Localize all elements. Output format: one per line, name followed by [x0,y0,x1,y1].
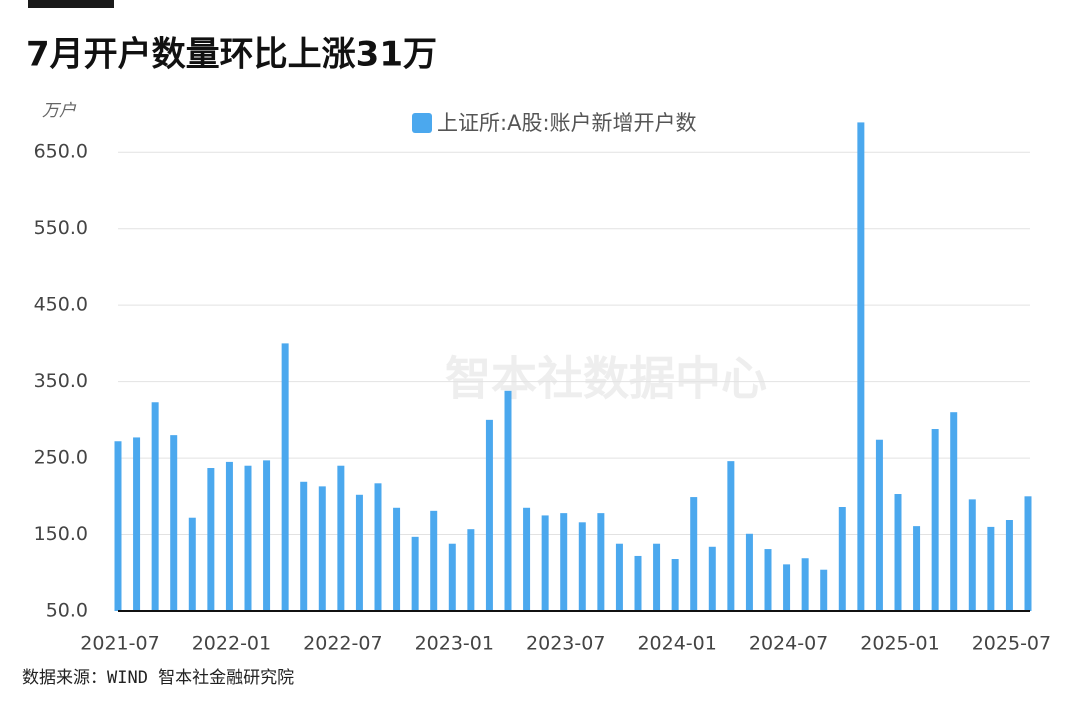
x-tick-label: 2024-07 [749,633,828,655]
x-tick-label: 2021-07 [80,633,159,655]
bar [987,526,995,611]
bar [1005,520,1013,611]
bar [225,461,233,611]
bar [745,533,753,611]
bar [318,486,326,611]
x-tick-label: 2022-07 [303,633,382,655]
bar [411,536,419,611]
bar [913,526,921,611]
bar [244,465,252,611]
bar [634,555,642,611]
bar [485,419,493,611]
y-tick-label: 450.0 [34,294,88,316]
y-tick-label: 550.0 [34,217,88,239]
y-tick-label: 650.0 [34,141,88,163]
bar [170,435,178,611]
bar [281,343,289,611]
bar [671,559,679,611]
bar [894,494,902,611]
x-tick-label: 2025-07 [972,633,1051,655]
chart-title: 7月开户数量环比上涨31万 [26,35,437,75]
bar [931,429,939,611]
y-tick-label: 250.0 [34,447,88,469]
x-tick-label: 2025-01 [860,633,939,655]
bar [523,507,531,611]
bar [653,543,661,611]
bar [615,543,623,611]
bar [727,461,735,611]
x-tick-label: 2023-01 [415,633,494,655]
bar [263,460,271,611]
bar [151,402,159,611]
bar [950,412,958,611]
bar [504,390,512,611]
bar [820,569,828,611]
bar [838,507,846,611]
bar [337,465,345,611]
legend-label: 上证所:A股:账户新增开户数 [437,111,697,135]
bar [597,513,605,611]
bar [968,499,976,611]
bar [783,564,791,611]
x-tick-label: 2023-07 [526,633,605,655]
source-note: 数据来源：WIND 智本社金融研究院 [22,668,294,688]
bar [560,513,568,611]
bar [708,546,716,611]
bar [764,549,772,611]
bar [374,483,382,611]
bar [133,437,141,611]
bar [355,494,363,611]
legend-swatch [412,113,432,133]
bar [541,515,549,611]
watermark: 智本社数据中心 [445,352,767,406]
bar [207,468,215,611]
y-unit: 万户 [42,101,77,121]
bar [801,558,809,611]
bar [300,481,308,611]
bar [467,529,475,611]
bar [690,497,698,611]
y-tick-label: 150.0 [34,523,88,545]
bar [114,441,122,611]
title-accent [28,0,114,8]
bar [578,522,586,611]
bar [188,517,196,611]
x-tick-label: 2022-01 [192,633,271,655]
bar [430,510,438,611]
bar [857,122,865,611]
y-tick-label: 350.0 [34,370,88,392]
x-tick-label: 2024-01 [637,633,716,655]
bar [1024,496,1032,611]
bar [875,439,883,611]
bar [448,543,456,611]
bar [393,507,401,611]
y-tick-label: 50.0 [46,600,88,622]
